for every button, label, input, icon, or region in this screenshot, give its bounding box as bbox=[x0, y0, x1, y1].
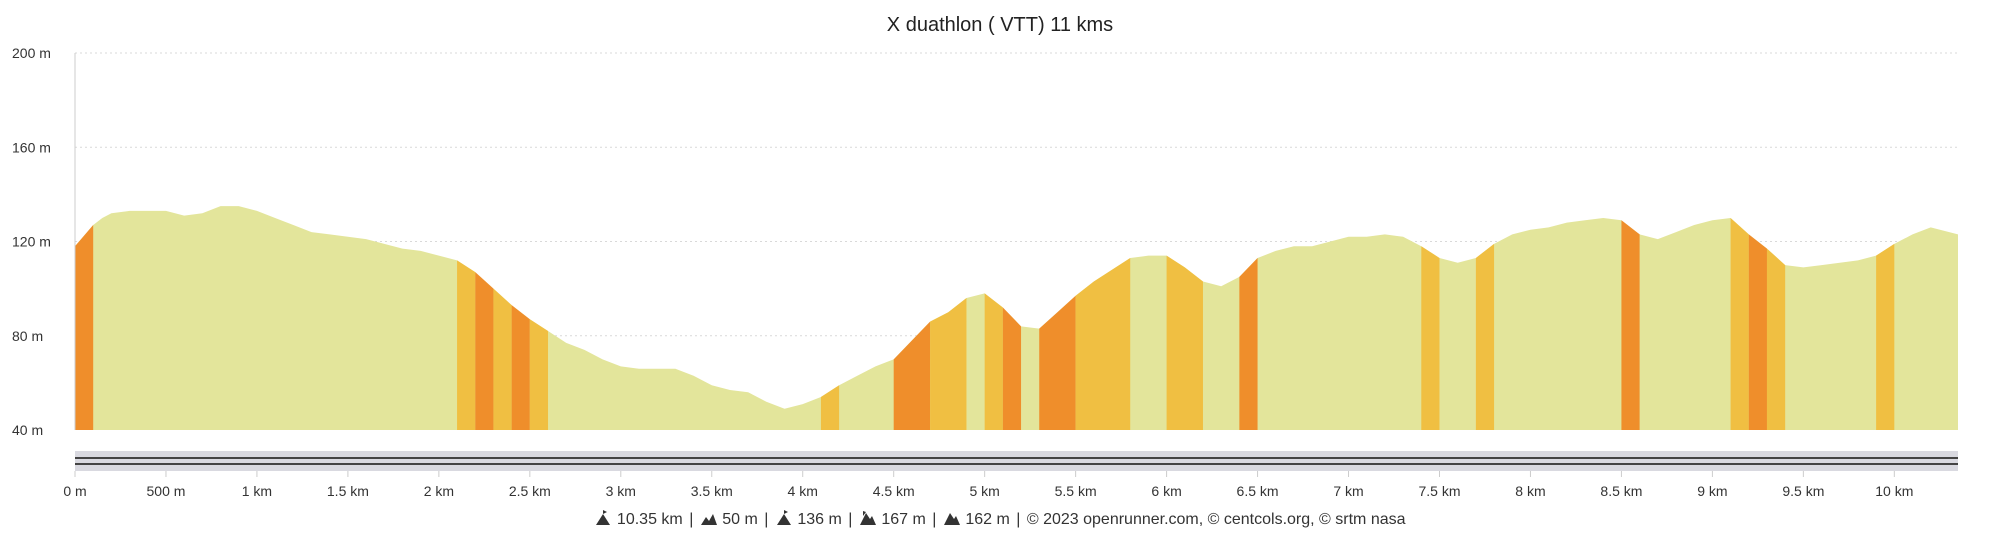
separator: | bbox=[1016, 511, 1021, 528]
slope-band-moderate bbox=[984, 293, 1003, 430]
slope-band-moderate bbox=[493, 288, 512, 430]
slope-band-layer bbox=[75, 217, 1895, 430]
y-tick-labels: 40 m 80 m 120 m 160 m 200 m bbox=[12, 45, 51, 438]
x-tick-label: 3 km bbox=[606, 483, 636, 499]
x-tick-label: 4 km bbox=[788, 483, 818, 499]
slope-band-moderate bbox=[1075, 257, 1131, 430]
navigator-track bbox=[75, 451, 1958, 471]
x-tick-label: 9.5 km bbox=[1782, 483, 1824, 499]
max-altitude-value: 136 m bbox=[797, 511, 842, 528]
x-tick-label: 1 km bbox=[242, 483, 272, 499]
x-tick-label: 0 m bbox=[63, 483, 86, 499]
slope-band-steep bbox=[1239, 257, 1258, 430]
slope-band-steep bbox=[893, 321, 931, 430]
slope-band-moderate bbox=[457, 260, 476, 430]
credits: © 2023 openrunner.com, © centcols.org, ©… bbox=[1026, 511, 1406, 528]
summit-altitude-1: 167 m bbox=[881, 511, 926, 528]
slope-band-steep bbox=[1002, 307, 1022, 430]
slope-band-moderate bbox=[529, 319, 549, 430]
x-tick-label: 1.5 km bbox=[327, 483, 369, 499]
distance-icon bbox=[594, 510, 612, 526]
x-tick-label: 6.5 km bbox=[1237, 483, 1279, 499]
x-tick-label: 2 km bbox=[424, 483, 454, 499]
slope-band-steep bbox=[1621, 220, 1640, 430]
x-tick-label: 2.5 km bbox=[509, 483, 551, 499]
slope-band-moderate bbox=[930, 298, 967, 430]
x-tick-label: 3.5 km bbox=[691, 483, 733, 499]
separator: | bbox=[848, 511, 853, 528]
x-tick-label: 7 km bbox=[1333, 483, 1363, 499]
range-navigator[interactable] bbox=[75, 451, 1958, 471]
x-tick-label: 5 km bbox=[969, 483, 999, 499]
x-tick-label: 5.5 km bbox=[1055, 483, 1097, 499]
x-tick-label: 500 m bbox=[147, 483, 186, 499]
x-tick-label: 4.5 km bbox=[873, 483, 915, 499]
route-stats-footer: 10.35 km | 50 m | 136 m | 167 m | 162 m … bbox=[0, 510, 2000, 529]
x-tick-label: 6 km bbox=[1151, 483, 1181, 499]
mountain-icon bbox=[943, 510, 961, 526]
elevation-gain-value: 50 m bbox=[722, 511, 758, 528]
x-tick-label: 10 km bbox=[1875, 483, 1913, 499]
y-tick-label: 120 m bbox=[12, 234, 51, 250]
slope-band-steep bbox=[1039, 295, 1076, 430]
slope-band-steep bbox=[1748, 234, 1767, 430]
slope-band-moderate bbox=[1166, 255, 1203, 430]
x-tick-label: 7.5 km bbox=[1418, 483, 1460, 499]
slope-band-moderate bbox=[1766, 248, 1786, 430]
summit-icon bbox=[859, 510, 877, 526]
elevation-gain-icon bbox=[700, 510, 718, 526]
slope-band-steep bbox=[475, 272, 494, 430]
slope-band-steep bbox=[511, 305, 530, 430]
y-tick-label: 40 m bbox=[12, 422, 43, 438]
x-tick-label: 9 km bbox=[1697, 483, 1727, 499]
chart-title: X duathlon ( VTT) 11 kms bbox=[886, 14, 1114, 36]
summit-altitude-2: 162 m bbox=[965, 511, 1010, 528]
slope-band-moderate bbox=[1421, 246, 1440, 430]
y-tick-label: 200 m bbox=[12, 45, 51, 61]
separator: | bbox=[932, 511, 937, 528]
slope-band-moderate bbox=[1876, 243, 1895, 430]
x-tick-label: 8.5 km bbox=[1600, 483, 1642, 499]
distance-value: 10.35 km bbox=[616, 511, 683, 528]
slope-band-moderate bbox=[1475, 243, 1495, 430]
x-tick-label: 8 km bbox=[1515, 483, 1545, 499]
x-tick-labels: 0 m 500 m 1 km 1.5 km 2 km 2.5 km 3 km 3.5 km 4 … bbox=[63, 471, 1913, 499]
slope-band-moderate bbox=[1730, 217, 1749, 430]
y-tick-label: 80 m bbox=[12, 328, 43, 344]
slope-band-moderate bbox=[820, 385, 840, 430]
max-altitude-icon bbox=[775, 510, 793, 526]
slope-band-steep bbox=[75, 225, 94, 430]
separator: | bbox=[764, 511, 769, 528]
separator: | bbox=[689, 511, 694, 528]
y-tick-label: 160 m bbox=[12, 139, 51, 155]
